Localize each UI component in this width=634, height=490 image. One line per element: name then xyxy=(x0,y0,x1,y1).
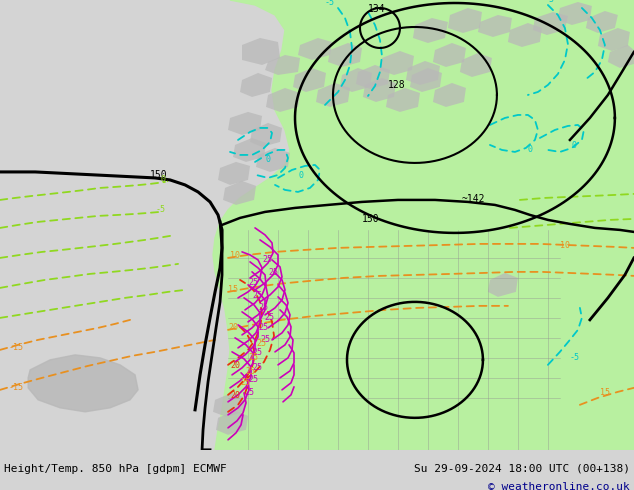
Text: 25: 25 xyxy=(248,375,258,384)
Polygon shape xyxy=(413,18,448,43)
Text: 10: 10 xyxy=(560,241,570,250)
Text: -5: -5 xyxy=(155,205,165,214)
Polygon shape xyxy=(228,112,262,135)
Polygon shape xyxy=(448,8,482,33)
Polygon shape xyxy=(608,45,634,68)
Polygon shape xyxy=(356,65,390,89)
Polygon shape xyxy=(28,355,138,412)
Text: 25: 25 xyxy=(262,255,272,264)
Text: -5: -5 xyxy=(545,0,555,4)
Text: 25: 25 xyxy=(252,291,262,300)
Polygon shape xyxy=(242,38,280,65)
Text: 25: 25 xyxy=(258,323,268,332)
Text: 25: 25 xyxy=(268,268,278,277)
Text: 15: 15 xyxy=(600,388,610,397)
Polygon shape xyxy=(586,11,618,33)
Text: Su 29-09-2024 18:00 UTC (00+138): Su 29-09-2024 18:00 UTC (00+138) xyxy=(414,464,630,474)
Polygon shape xyxy=(218,162,250,185)
Polygon shape xyxy=(213,393,246,417)
Text: Height/Temp. 850 hPa [gdpm] ECMWF: Height/Temp. 850 hPa [gdpm] ECMWF xyxy=(4,464,227,474)
Text: 25: 25 xyxy=(252,348,262,357)
Text: 25: 25 xyxy=(240,378,250,387)
Polygon shape xyxy=(340,68,372,92)
Polygon shape xyxy=(460,53,492,77)
Polygon shape xyxy=(250,123,282,147)
Text: 20: 20 xyxy=(228,323,238,332)
Text: 0: 0 xyxy=(298,171,303,180)
Polygon shape xyxy=(298,38,332,60)
Text: 25: 25 xyxy=(258,303,268,312)
Text: ~142: ~142 xyxy=(462,194,486,204)
Polygon shape xyxy=(433,43,466,67)
Text: 150: 150 xyxy=(362,214,380,224)
Polygon shape xyxy=(598,28,630,51)
Text: 25: 25 xyxy=(256,339,266,348)
Polygon shape xyxy=(406,61,440,85)
Text: 150: 150 xyxy=(150,170,167,180)
Polygon shape xyxy=(223,181,256,205)
Polygon shape xyxy=(266,88,300,112)
Polygon shape xyxy=(380,51,414,75)
Polygon shape xyxy=(533,12,568,35)
Polygon shape xyxy=(363,78,396,102)
Polygon shape xyxy=(233,138,266,162)
Polygon shape xyxy=(240,73,272,97)
Text: 128: 128 xyxy=(388,80,406,90)
Text: 25: 25 xyxy=(252,363,262,372)
Polygon shape xyxy=(310,0,634,152)
Polygon shape xyxy=(433,83,466,107)
Polygon shape xyxy=(256,148,290,172)
Text: 10: 10 xyxy=(230,251,240,260)
Polygon shape xyxy=(508,23,542,47)
Polygon shape xyxy=(488,273,518,297)
Text: © weatheronline.co.uk: © weatheronline.co.uk xyxy=(488,482,630,490)
Text: 0: 0 xyxy=(572,141,577,150)
Text: -15: -15 xyxy=(8,343,23,352)
Text: 25: 25 xyxy=(264,313,274,322)
Text: 15: 15 xyxy=(228,285,238,294)
Text: -5: -5 xyxy=(325,0,335,7)
Polygon shape xyxy=(265,55,300,75)
Polygon shape xyxy=(410,68,442,92)
Text: 25: 25 xyxy=(248,278,258,287)
Text: 25: 25 xyxy=(260,335,270,344)
Polygon shape xyxy=(293,68,326,92)
Text: 25: 25 xyxy=(245,367,255,376)
Text: 20: 20 xyxy=(230,361,240,370)
Text: 134: 134 xyxy=(368,4,385,14)
Polygon shape xyxy=(216,411,248,435)
Text: 20: 20 xyxy=(230,391,240,400)
Text: 0: 0 xyxy=(265,155,270,164)
Polygon shape xyxy=(478,15,512,37)
Polygon shape xyxy=(328,43,362,67)
Text: -5: -5 xyxy=(570,353,580,362)
Polygon shape xyxy=(316,83,350,107)
Text: 0.: 0. xyxy=(160,175,170,184)
Polygon shape xyxy=(386,88,420,112)
Polygon shape xyxy=(213,0,634,450)
Text: 25: 25 xyxy=(244,388,254,397)
Polygon shape xyxy=(558,2,592,25)
Text: -15: -15 xyxy=(8,383,23,392)
Text: 0: 0 xyxy=(528,145,533,154)
Text: 25: 25 xyxy=(248,353,258,362)
